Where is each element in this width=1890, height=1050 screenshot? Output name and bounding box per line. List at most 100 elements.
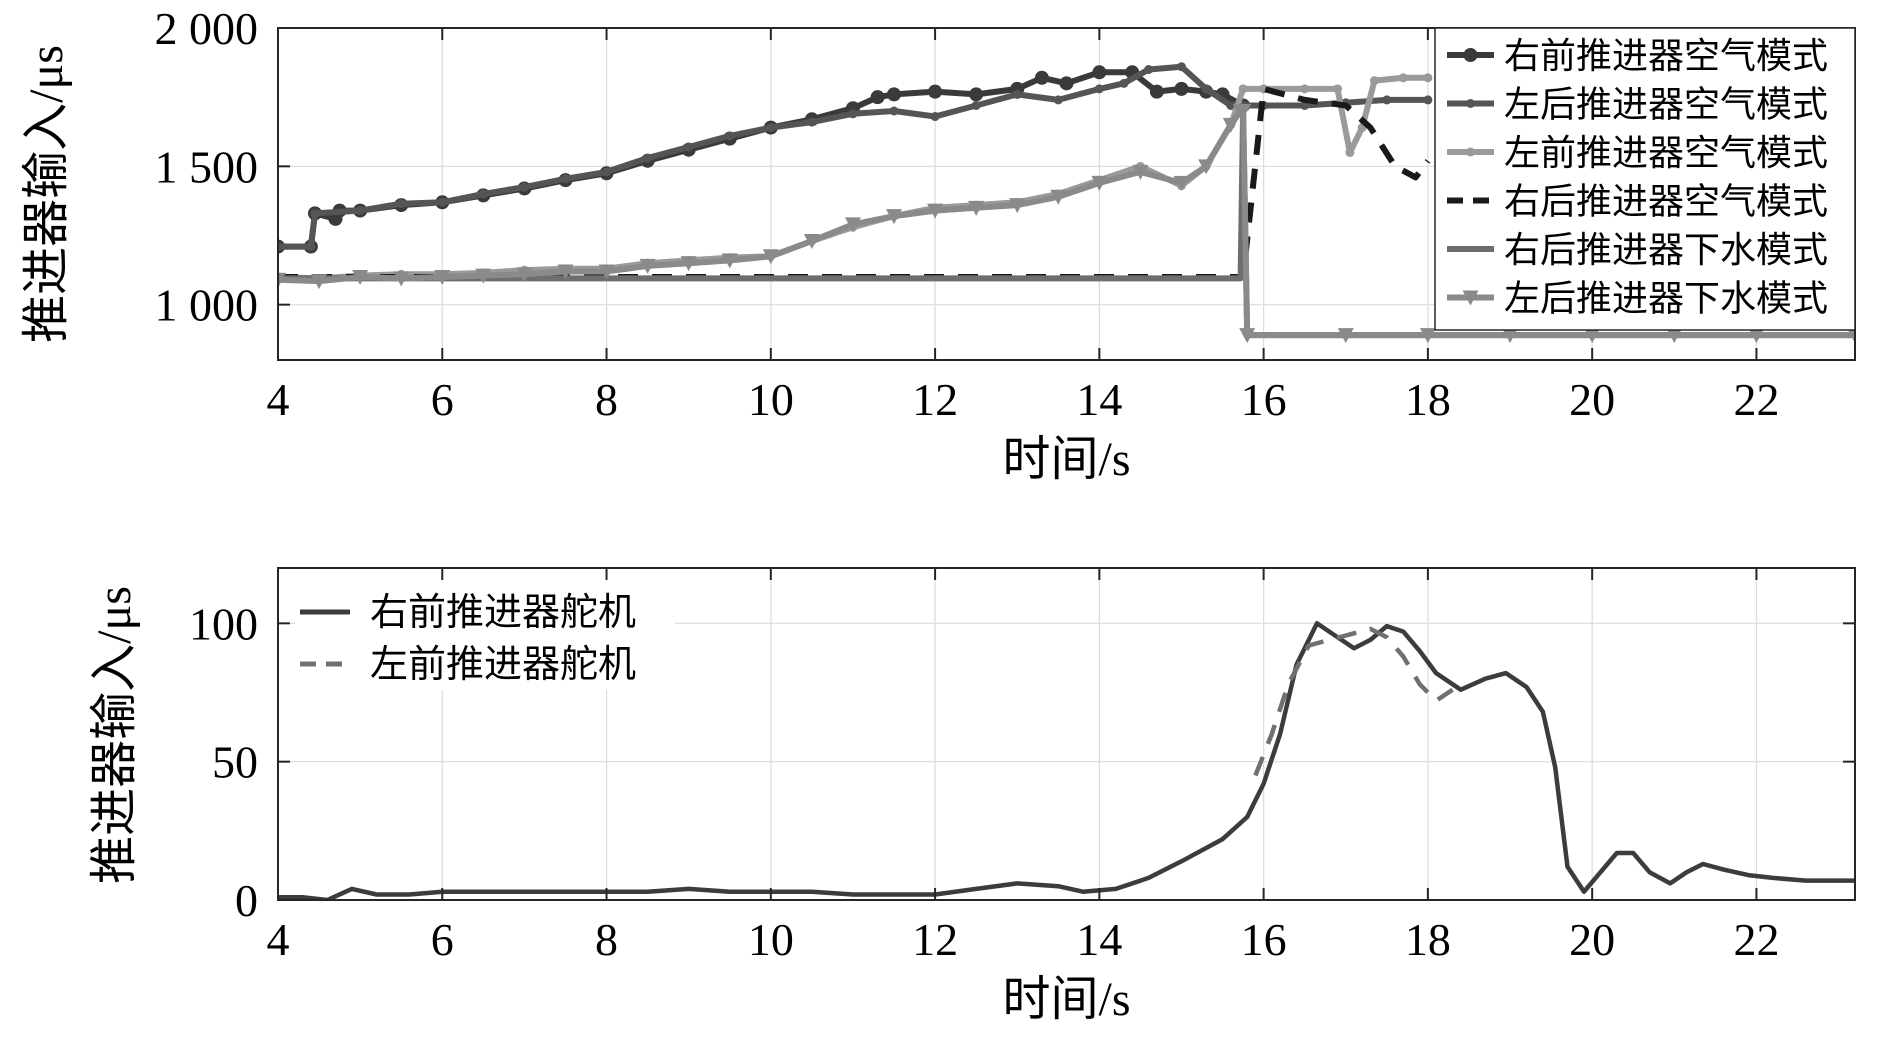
plot-area (278, 62, 1855, 344)
legend-marker-6 (1462, 290, 1479, 306)
x-tick-label: 18 (1405, 914, 1451, 965)
legend-marker-3 (1466, 147, 1475, 157)
series-3-point (1333, 84, 1343, 94)
x-tick-label: 10 (748, 914, 794, 965)
series-2-point (684, 142, 694, 152)
series-6-point (1239, 328, 1256, 344)
series-2-point (1053, 95, 1063, 105)
series-2-point (396, 199, 406, 209)
legend-box (1434, 27, 1856, 331)
series-6-point (1235, 104, 1252, 119)
x-tick-label: 12 (912, 914, 958, 965)
series-6-point (927, 203, 944, 219)
series-6-point (680, 256, 697, 272)
bottom-chart: 4 6 8 10 12 14 16 18 20 22 0 50 100 时间/s 推进器输入/μs 右前推进器… (88, 567, 1856, 1026)
legend-marker-1 (1463, 48, 1478, 62)
series-2-point (310, 208, 320, 218)
series-6-point (475, 268, 492, 284)
legend-label-3: 左前推进器空气模式 (1504, 133, 1828, 173)
series-6-point (1050, 189, 1067, 205)
legend-label-1: 右前推进器舵机 (370, 592, 636, 634)
series-6-point (1502, 328, 1519, 344)
x-tick-label: 10 (748, 374, 794, 425)
series-6-point (1666, 328, 1683, 344)
series-2-point (725, 131, 735, 141)
series-2-point (1423, 95, 1433, 105)
series-6-point (1009, 198, 1026, 214)
y-tick-label: 100 (189, 598, 258, 649)
series-6-point (434, 270, 451, 285)
series-6-point (598, 264, 615, 280)
series-1-point (1149, 84, 1164, 99)
series-2-point (848, 109, 858, 119)
series-6-point (803, 234, 820, 250)
series-1-point (1174, 81, 1189, 96)
series-2-point (1226, 100, 1236, 110)
series-2-point (930, 112, 940, 122)
series-2-point (1144, 65, 1154, 74)
series-6-point (1091, 175, 1108, 191)
legend-label-2: 左后推进器空气模式 (1504, 85, 1828, 125)
series-6-point (844, 217, 861, 233)
series-3-point (1238, 84, 1248, 94)
axes-frame (277, 567, 1856, 901)
x-axis-label: 时间/s (1002, 973, 1130, 1026)
series-6-point (1173, 175, 1190, 191)
series-1-point (870, 90, 885, 105)
series-6-point (1198, 159, 1215, 175)
series-6-point (1337, 328, 1354, 344)
series-2-point (807, 117, 817, 127)
x-tick-label: 20 (1569, 374, 1615, 425)
y-tick-label: 2 000 (155, 3, 259, 54)
series-2-point (643, 153, 653, 163)
series-2-point (1119, 78, 1129, 88)
legend-label-1: 右前推进器空气模式 (1504, 36, 1828, 76)
y-axis-label: 推进器输入/μs (20, 45, 73, 343)
legend-box (295, 580, 675, 690)
series-6-point (1222, 117, 1239, 133)
legend-label-4: 右后推进器空气模式 (1504, 182, 1828, 222)
series-6-point (1847, 328, 1855, 344)
series-6-point (516, 267, 533, 283)
x-tick-label: 16 (1241, 374, 1287, 425)
series-2-point (437, 197, 447, 207)
x-tick-label: 20 (1569, 914, 1615, 965)
series-2-point (1201, 84, 1211, 94)
series-2-point (602, 167, 612, 177)
series-2-point (971, 100, 981, 110)
series-line-1 (278, 621, 1855, 900)
series-6-point (557, 264, 574, 280)
series-6-point (968, 200, 985, 216)
legend: 右前推进器空气模式左后推进器空气模式左前推进器空气模式右后推进器空气模式右后推进… (1434, 27, 1856, 331)
series-1-point (887, 87, 902, 102)
series-6-point (762, 249, 779, 265)
x-tick-label: 14 (1076, 374, 1122, 425)
y-tick-label: 50 (212, 737, 258, 788)
legend-label-2: 左前推进器舵机 (370, 644, 636, 686)
series-6-point (393, 271, 410, 287)
series-1-point (1059, 76, 1074, 91)
series-2-point (355, 206, 365, 216)
plot-area (278, 621, 1855, 900)
legend-label-5: 右后推进器下水模式 (1504, 230, 1828, 270)
series-6-point (278, 272, 286, 288)
series-line-2 (1253, 626, 1454, 777)
series-6-point (886, 209, 903, 225)
series-3-point (1398, 73, 1408, 83)
x-tick-label: 22 (1733, 914, 1779, 965)
x-tick-label: 6 (431, 914, 454, 965)
series-2-point (1094, 84, 1104, 94)
series-6-point (721, 253, 738, 269)
series-2-point (766, 123, 776, 133)
y-tick-label: 1 500 (155, 141, 259, 192)
x-tick-label: 8 (595, 374, 618, 425)
series-6-point (1419, 328, 1436, 344)
series-2-point (1176, 62, 1186, 72)
x-tick-label: 12 (912, 374, 958, 425)
series-2-point (1012, 89, 1022, 99)
series-line-4 (278, 85, 1431, 280)
series-2-point (306, 242, 316, 252)
series-2-point (1382, 95, 1392, 105)
series-6-point (1132, 164, 1149, 180)
